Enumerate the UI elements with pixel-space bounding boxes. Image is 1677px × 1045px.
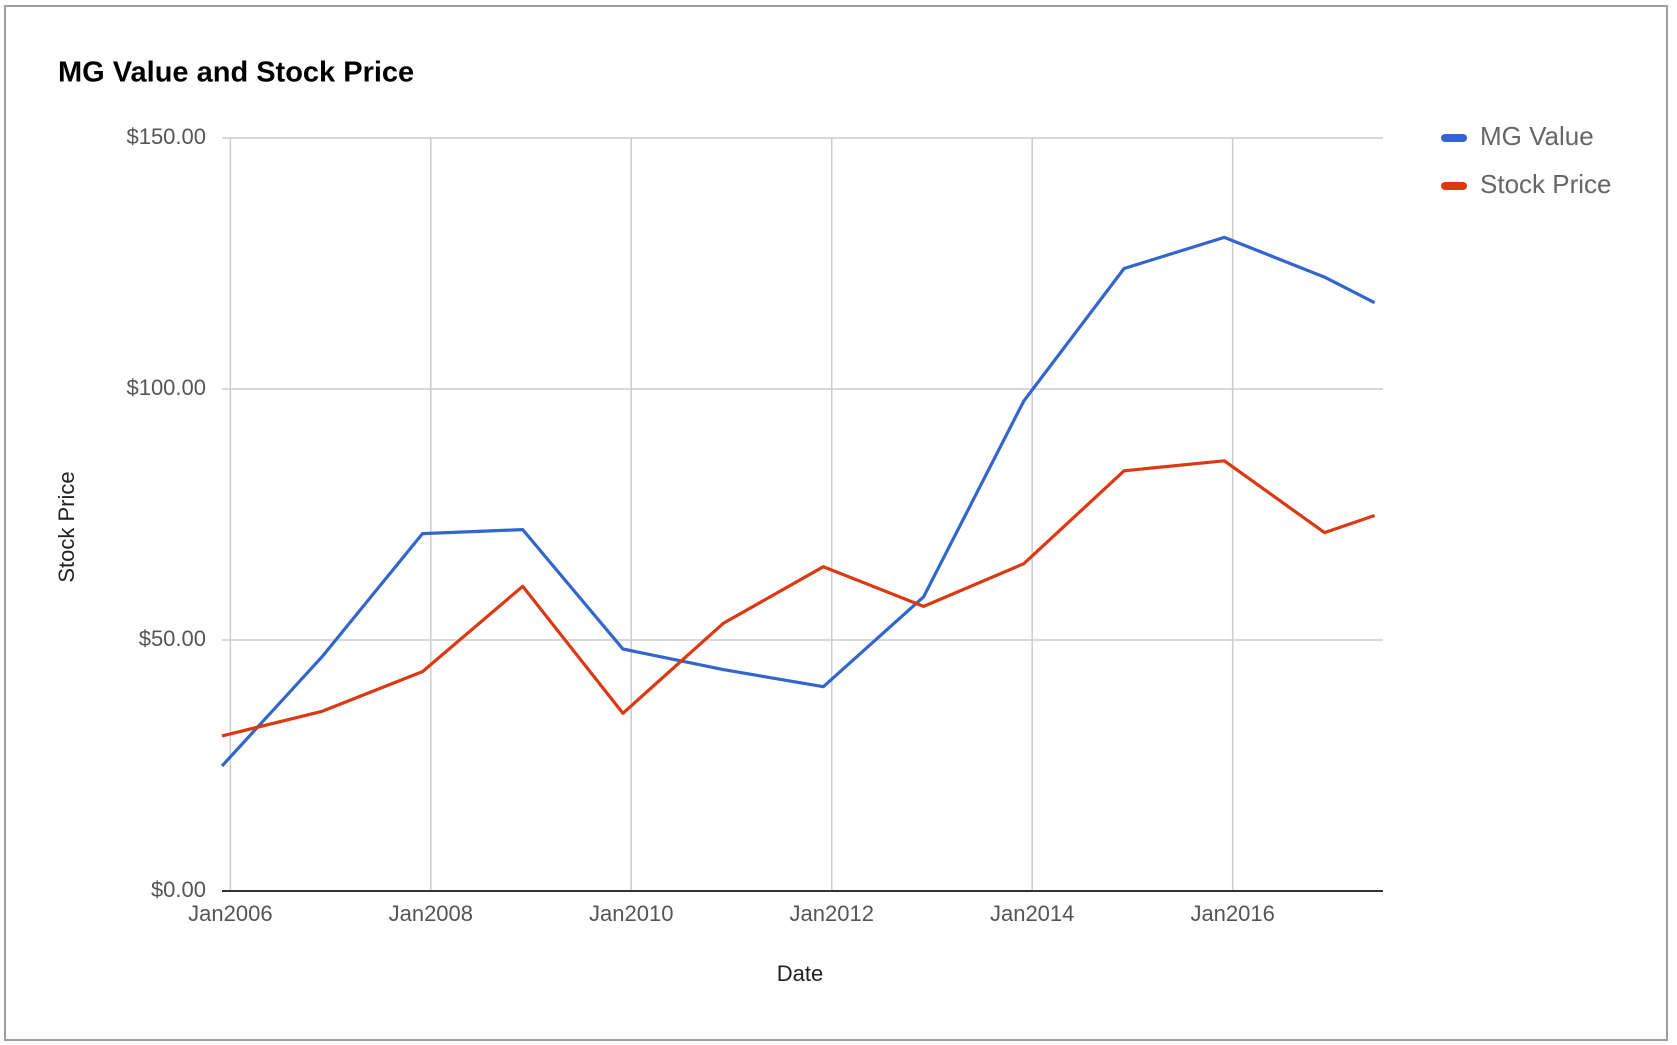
x-tick-label: Jan2010 — [589, 901, 673, 926]
legend-label: MG Value — [1480, 121, 1594, 151]
data-line — [220, 235, 1376, 768]
legend-label: Stock Price — [1480, 169, 1612, 199]
x-tick-label: Jan2014 — [990, 901, 1074, 926]
chart-title: MG Value and Stock Price — [58, 57, 414, 89]
y-tick-label: $0.00 — [151, 877, 206, 902]
y-axis-title: Stock Price — [54, 471, 79, 582]
x-tick-label: Jan2016 — [1190, 901, 1274, 926]
data-line — [221, 459, 1376, 738]
x-tick-label: Jan2008 — [389, 901, 473, 926]
y-tick-label: $100.00 — [126, 375, 206, 400]
x-tick-label: Jan2006 — [188, 901, 272, 926]
chart-frame — [4, 5, 1668, 1041]
y-tick-label: $150.00 — [126, 124, 206, 149]
x-axis-title: Date — [777, 961, 823, 986]
x-tick-label: Jan2012 — [790, 901, 874, 926]
y-tick-label: $50.00 — [139, 626, 206, 651]
